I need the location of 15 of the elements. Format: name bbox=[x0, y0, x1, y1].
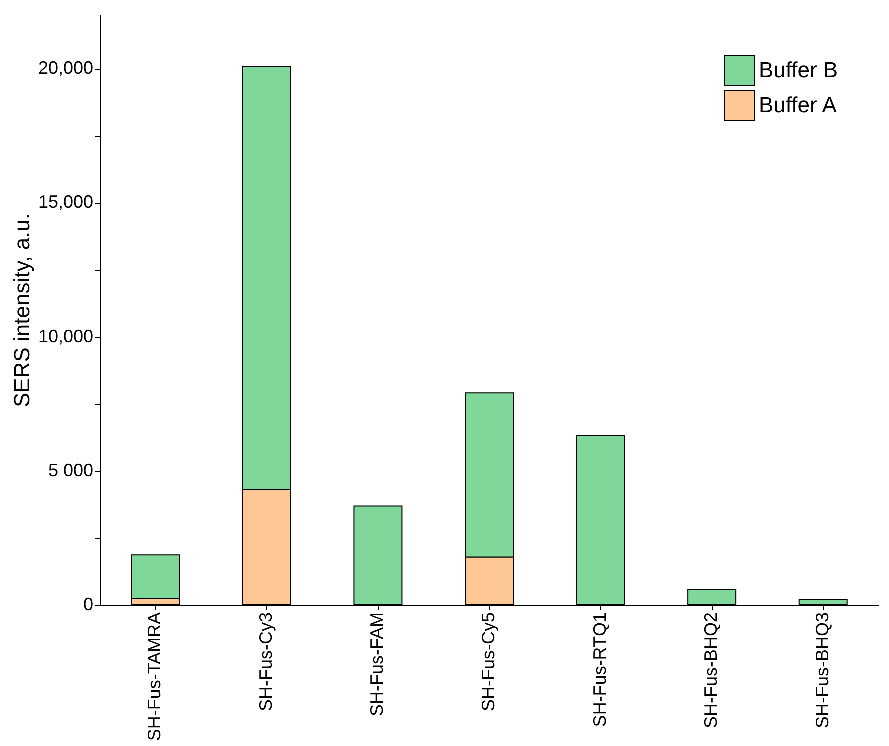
x-tick-label: SH-Fus-TAMRA bbox=[144, 612, 165, 742]
y-tick-label: 0 bbox=[83, 594, 94, 614]
x-tick-label: SH-Fus-FAM bbox=[367, 612, 388, 717]
y-tick-label: 5 000 bbox=[48, 460, 94, 480]
legend-label: Buffer B bbox=[759, 58, 838, 82]
x-tick-label: SH-Fus-BHQ3 bbox=[812, 612, 832, 729]
y-tick-label: 15,000 bbox=[38, 192, 94, 212]
x-tick-label: SH-Fus-Cy5 bbox=[478, 612, 498, 712]
x-tick-label: SH-Fus-Cy3 bbox=[256, 612, 276, 712]
y-axis-title: SERS intensity, a.u. bbox=[9, 213, 34, 408]
x-tick-label: SH-Fus-BHQ2 bbox=[701, 612, 722, 729]
y-tick-label: 10,000 bbox=[38, 326, 94, 346]
x-tick-label: SH-Fus-RTQ1 bbox=[590, 612, 610, 728]
y-tick-label: 20,000 bbox=[38, 58, 94, 78]
legend-label: Buffer A bbox=[759, 92, 838, 118]
